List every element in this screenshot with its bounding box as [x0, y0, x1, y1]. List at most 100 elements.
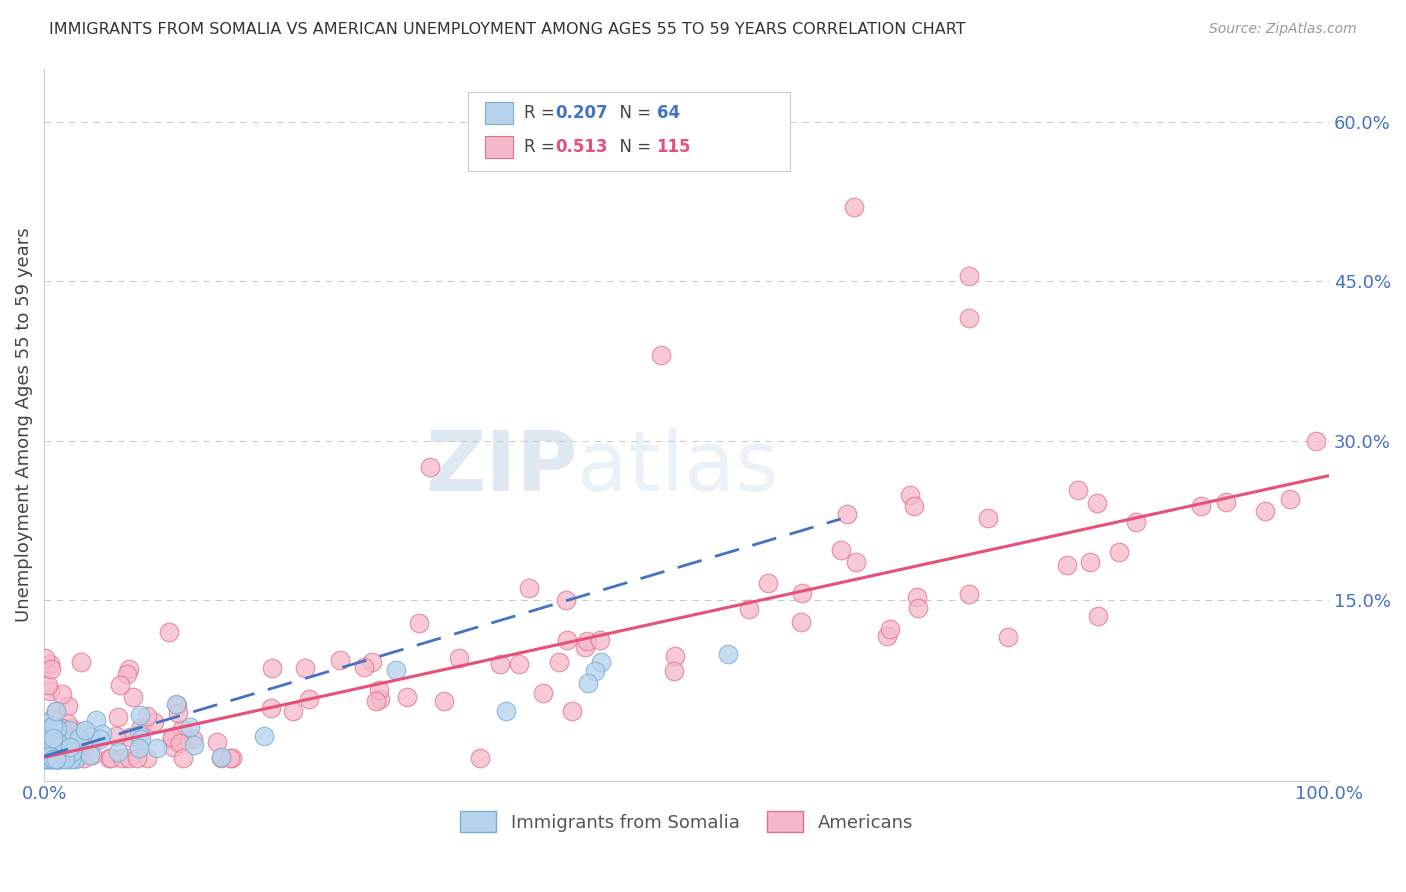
- Point: [58, 723, 80, 737]
- Point: [55, 749, 77, 764]
- Point: [45, 720, 67, 734]
- Text: 115: 115: [657, 138, 692, 156]
- Point: [395, 690, 418, 704]
- Point: [44, 717, 66, 731]
- Point: [172, 751, 194, 765]
- Point: [129, 720, 152, 734]
- Point: [69, 725, 91, 739]
- Point: [82, 747, 104, 762]
- Point: [165, 697, 187, 711]
- Point: [105, 729, 128, 743]
- Point: [738, 602, 761, 616]
- Point: [111, 751, 134, 765]
- Point: [384, 664, 406, 678]
- Point: [45, 752, 67, 766]
- Point: [42, 751, 65, 765]
- Point: [41, 749, 63, 764]
- Point: [42, 718, 65, 732]
- Point: [60, 721, 83, 735]
- Point: [42, 752, 65, 766]
- Point: [361, 655, 384, 669]
- Point: [45, 704, 67, 718]
- Point: [447, 650, 470, 665]
- Point: [957, 311, 980, 326]
- Point: [45, 751, 67, 765]
- Point: [44, 749, 66, 764]
- Point: [219, 751, 242, 765]
- Point: [555, 633, 578, 648]
- Point: [46, 749, 69, 764]
- Point: [181, 731, 204, 746]
- Text: 64: 64: [657, 104, 679, 122]
- Point: [260, 661, 283, 675]
- Point: [470, 751, 492, 765]
- Point: [907, 600, 929, 615]
- Point: [508, 657, 530, 672]
- Text: 0.207: 0.207: [555, 104, 607, 122]
- Point: [221, 751, 243, 765]
- Text: Source: ZipAtlas.com: Source: ZipAtlas.com: [1209, 22, 1357, 37]
- Point: [160, 730, 183, 744]
- Point: [574, 640, 596, 654]
- Point: [1215, 495, 1237, 509]
- Point: [48, 739, 70, 753]
- Point: [830, 543, 852, 558]
- Point: [118, 662, 141, 676]
- Point: [162, 731, 184, 746]
- Point: [997, 630, 1019, 644]
- Point: [209, 750, 232, 764]
- Point: [548, 655, 571, 669]
- Point: [45, 734, 67, 748]
- Point: [34, 752, 56, 766]
- Point: [419, 460, 441, 475]
- Point: [903, 499, 925, 513]
- Point: [129, 731, 152, 746]
- Point: [957, 587, 980, 601]
- Point: [75, 723, 97, 737]
- Point: [368, 682, 391, 697]
- Point: [364, 694, 387, 708]
- Point: [1085, 496, 1108, 510]
- Point: [84, 713, 107, 727]
- Point: [35, 751, 58, 765]
- Point: [39, 684, 62, 698]
- Point: [48, 752, 70, 766]
- Point: [66, 751, 89, 765]
- Point: [790, 586, 813, 600]
- Point: [167, 706, 190, 720]
- Text: 0.513: 0.513: [555, 138, 607, 156]
- Point: [49, 752, 72, 766]
- Point: [49, 751, 72, 765]
- Point: [588, 632, 610, 647]
- Point: [166, 698, 188, 713]
- Point: [583, 664, 606, 678]
- Text: N =: N =: [609, 104, 657, 122]
- Point: [37, 678, 59, 692]
- Point: [107, 745, 129, 759]
- Point: [34, 752, 56, 766]
- Point: [107, 710, 129, 724]
- Point: [79, 747, 101, 762]
- Point: [65, 752, 87, 766]
- Point: [368, 692, 391, 706]
- Point: [121, 690, 143, 704]
- Point: [517, 581, 540, 595]
- Point: [89, 731, 111, 746]
- Point: [46, 752, 69, 766]
- Point: [100, 751, 122, 765]
- Point: [842, 200, 865, 214]
- Point: [69, 655, 91, 669]
- Point: [90, 726, 112, 740]
- Point: [650, 349, 672, 363]
- Point: [34, 752, 56, 766]
- Point: [59, 752, 82, 766]
- Legend: Immigrants from Somalia, Americans: Immigrants from Somalia, Americans: [453, 804, 920, 839]
- Point: [39, 657, 62, 672]
- Point: [35, 731, 58, 746]
- Point: [98, 751, 121, 765]
- Point: [329, 653, 352, 667]
- Point: [1254, 504, 1277, 518]
- Point: [115, 666, 138, 681]
- Text: N =: N =: [609, 138, 657, 156]
- Point: [957, 268, 980, 283]
